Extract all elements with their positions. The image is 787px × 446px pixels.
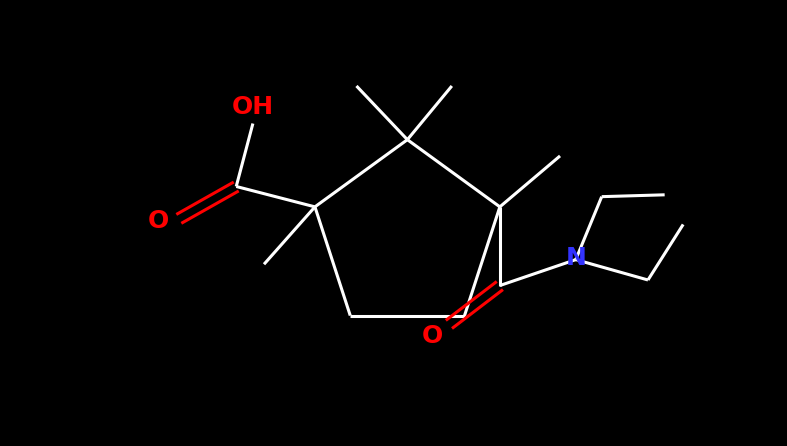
Text: N: N (565, 246, 586, 270)
Text: O: O (148, 209, 169, 233)
Text: OH: OH (232, 95, 274, 119)
Text: O: O (422, 323, 443, 347)
